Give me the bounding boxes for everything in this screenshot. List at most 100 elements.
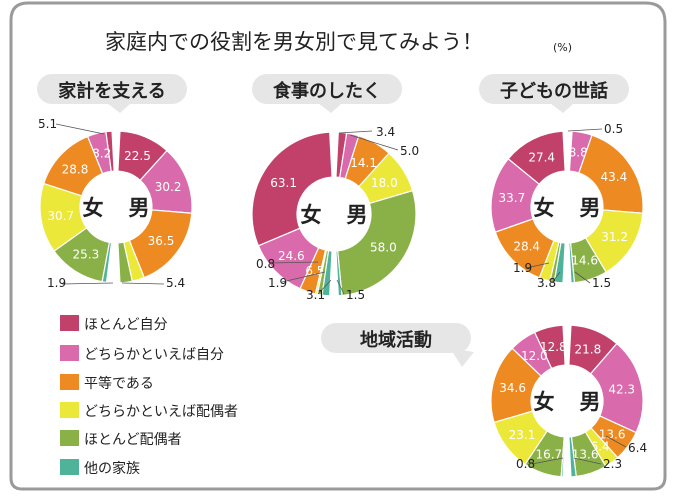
callout-line (531, 457, 564, 465)
legend-swatch (60, 459, 79, 475)
legend-label: 平等である (84, 375, 154, 392)
callout-line (317, 279, 332, 295)
legend-label: 他の家族 (84, 460, 140, 477)
data-label: 14.1 (350, 156, 377, 170)
pill-label: 家計を支える (58, 80, 165, 102)
pill-household-income: 家計を支える (37, 74, 187, 113)
donut-segment-female-other-family (101, 241, 113, 284)
donut-segment-female-mostly-self (251, 131, 333, 247)
donut-segment-male-mostly-spouse (336, 189, 417, 297)
callout-label: 5.0 (400, 144, 419, 158)
data-label: 13.6 (572, 448, 599, 462)
data-label: 42.3 (608, 383, 635, 397)
callout-line (61, 282, 114, 285)
pill-childcare: 子どもの世話 (479, 74, 629, 113)
data-label: 31.2 (601, 230, 628, 244)
data-label: 58.0 (370, 241, 397, 255)
data-label: 25.3 (73, 248, 100, 262)
callout-line (605, 435, 627, 448)
center-label-male: 男 (580, 196, 601, 220)
legend-swatch (60, 345, 79, 361)
callout-line (567, 128, 603, 132)
callout-line (349, 134, 399, 151)
callout-label: 3.1 (306, 288, 325, 302)
data-label: 28.4 (513, 239, 540, 253)
center-label-male: 男 (347, 203, 368, 227)
callout-line (551, 271, 561, 284)
data-label: 30.7 (47, 209, 74, 223)
callout-line (336, 279, 345, 295)
callout-line (55, 123, 105, 135)
data-label: 21.8 (575, 343, 602, 357)
legend-swatch (60, 315, 79, 331)
callout-line (338, 130, 373, 134)
data-label: 27.4 (528, 151, 555, 165)
center-label-female: 女 (301, 203, 322, 227)
data-label: 12.0 (521, 349, 548, 363)
center-label-female: 女 (83, 196, 104, 220)
donut-group: 8.228.830.725.322.530.236.5女 男63.124.66.5… (38, 117, 647, 478)
donut-chart: 12.812.034.623.116.721.842.313.66.413.6女… (490, 324, 644, 478)
data-label: 12.8 (540, 340, 567, 354)
legend-item: 他の家族 (60, 459, 140, 477)
legend: ほとんど自分 どちらかといえば自分 平等である どちらかといえば配偶者 ほとんど… (60, 315, 238, 477)
callout-label: 1.9 (268, 276, 287, 290)
data-label: 23.1 (509, 428, 536, 442)
legend-item: どちらかといえば配偶者 (60, 402, 238, 420)
data-label: 8.8 (569, 146, 588, 160)
pill-label: 食事のしたく (272, 80, 381, 102)
center-label-female: 女 (534, 390, 555, 414)
legend-swatch (60, 374, 79, 390)
legend-item: ほとんど配偶者 (60, 430, 182, 448)
callout-label: 5.4 (166, 276, 185, 290)
callout-label: 2.3 (603, 457, 622, 471)
donut-segment-female-other-family (321, 249, 333, 297)
pill-label: 子どもの世話 (500, 80, 608, 102)
legend-label: どちらかといえば配偶者 (84, 404, 238, 420)
callout-label: 1.5 (592, 276, 611, 290)
donut-segment-female-other-family (553, 241, 566, 284)
callout-line (269, 261, 319, 264)
pill-community: 地域活動 (321, 323, 474, 367)
donut-segment-male-other-family (335, 250, 343, 297)
data-label: 13.6 (599, 428, 626, 442)
pill-meal-prep: 食事のしたく (252, 74, 402, 113)
callout-line (525, 262, 550, 269)
data-label: 18.0 (371, 176, 398, 190)
chart-title: 家庭内での役割を男女別で見てみよう！ (105, 30, 483, 54)
center-label-male: 男 (580, 390, 601, 414)
legend-label: どちらかといえば自分 (84, 347, 224, 363)
donut-segment-male-mostly-spouse (117, 241, 134, 284)
legend-item: どちらかといえば自分 (60, 345, 224, 363)
data-label: 14.6 (571, 254, 598, 268)
data-label: 22.5 (124, 149, 151, 163)
pill-label: 地域活動 (360, 329, 432, 351)
callout-line (121, 282, 165, 285)
donut-segment-female-other-family (560, 436, 566, 478)
callout-label: 0.8 (256, 257, 275, 271)
callout-label: 5.1 (38, 117, 57, 131)
data-label: 16.7 (535, 448, 562, 462)
donut-segment-male-other-family (568, 242, 576, 284)
callout-label: 1.9 (513, 261, 532, 275)
callout-label: 3.8 (537, 276, 556, 290)
data-label: 24.6 (278, 249, 305, 263)
callout-label: 0.5 (604, 122, 623, 136)
callout-label: 0.8 (516, 457, 535, 471)
callout-label: 1.9 (47, 276, 66, 290)
legend-label: ほとんど配偶者 (84, 432, 182, 448)
callout-line (281, 271, 326, 283)
data-label: 43.4 (601, 170, 628, 184)
unit-label: (%) (553, 41, 572, 54)
data-label: 28.8 (62, 162, 89, 176)
donut-segment-male-other-family (568, 436, 577, 478)
center-label-male: 男 (129, 196, 150, 220)
legend-swatch (60, 430, 79, 446)
center-label-female: 女 (534, 196, 555, 220)
callout-label: 6.4 (628, 441, 647, 455)
callout-line (574, 271, 591, 284)
legend-item: ほとんど自分 (60, 315, 168, 333)
data-label: 8.2 (92, 146, 111, 160)
legend-label: ほとんど自分 (84, 317, 168, 333)
